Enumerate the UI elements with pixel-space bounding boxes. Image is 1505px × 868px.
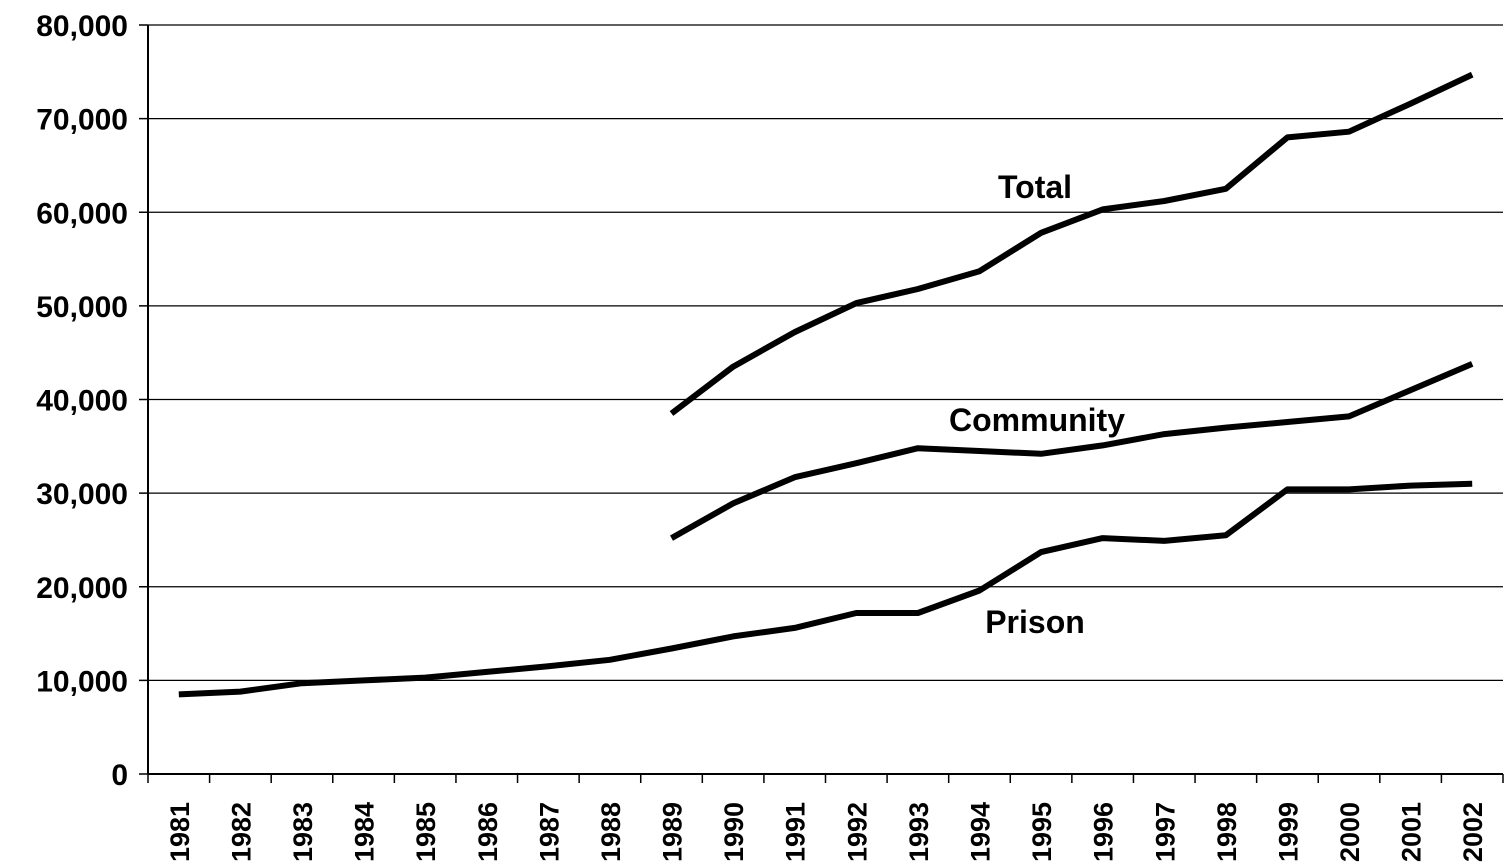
x-axis-ticks: 1981 1982 1983 1984 1985 1986 1987 1988 1989 1990… — [147, 774, 1504, 862]
x-tick-label: 1996 — [1089, 802, 1119, 862]
x-tick-label: 1993 — [904, 802, 934, 862]
x-tick-label: 1982 — [226, 802, 256, 862]
x-tick-label: 1988 — [596, 802, 626, 862]
series-line-prison — [178, 480, 1473, 698]
gridlines — [148, 24, 1503, 681]
x-tick-label: 1983 — [288, 802, 318, 862]
x-tick-label: 2002 — [1458, 802, 1488, 862]
x-tick-label: 1986 — [473, 802, 503, 862]
x-tick-label: 2001 — [1397, 802, 1427, 862]
x-tick-label: 1995 — [1027, 802, 1057, 862]
series-label-prison: Prison — [985, 604, 1085, 640]
x-tick-label: 1998 — [1212, 802, 1242, 862]
y-tick-label: 10,000 — [36, 665, 128, 698]
series-line-total — [669, 71, 1474, 416]
x-tick-label: 1999 — [1273, 802, 1303, 862]
series-line-community — [670, 361, 1474, 541]
x-tick-label: 1989 — [658, 802, 688, 862]
series-lines — [178, 71, 1474, 698]
x-tick-label: 1991 — [781, 802, 811, 862]
y-axis-ticks: 0 10,000 20,000 30,000 40,000 50,000 60,000 70,… — [36, 10, 148, 792]
x-tick-label: 1992 — [842, 802, 872, 862]
series-label-community: Community — [949, 402, 1125, 438]
x-tick-label: 1985 — [411, 802, 441, 862]
x-tick-label: 2000 — [1335, 802, 1365, 862]
y-tick-label: 30,000 — [36, 478, 128, 511]
y-tick-label: 80,000 — [36, 10, 128, 43]
y-tick-label: 40,000 — [36, 385, 128, 418]
x-tick-label: 1997 — [1150, 802, 1180, 862]
x-tick-label: 1994 — [965, 802, 995, 862]
y-tick-label: 60,000 — [36, 197, 128, 230]
y-tick-label: 0 — [111, 759, 128, 792]
series-label-total: Total — [998, 169, 1072, 205]
series-labels: Total Community Prison — [949, 169, 1125, 640]
x-tick-label: 1981 — [165, 802, 195, 862]
x-tick-label: 1987 — [534, 802, 564, 862]
y-tick-label: 50,000 — [36, 291, 128, 324]
y-tick-label: 70,000 — [36, 104, 128, 137]
y-tick-label: 20,000 — [36, 572, 128, 605]
x-tick-label: 1984 — [350, 802, 380, 862]
x-tick-label: 1990 — [719, 802, 749, 862]
